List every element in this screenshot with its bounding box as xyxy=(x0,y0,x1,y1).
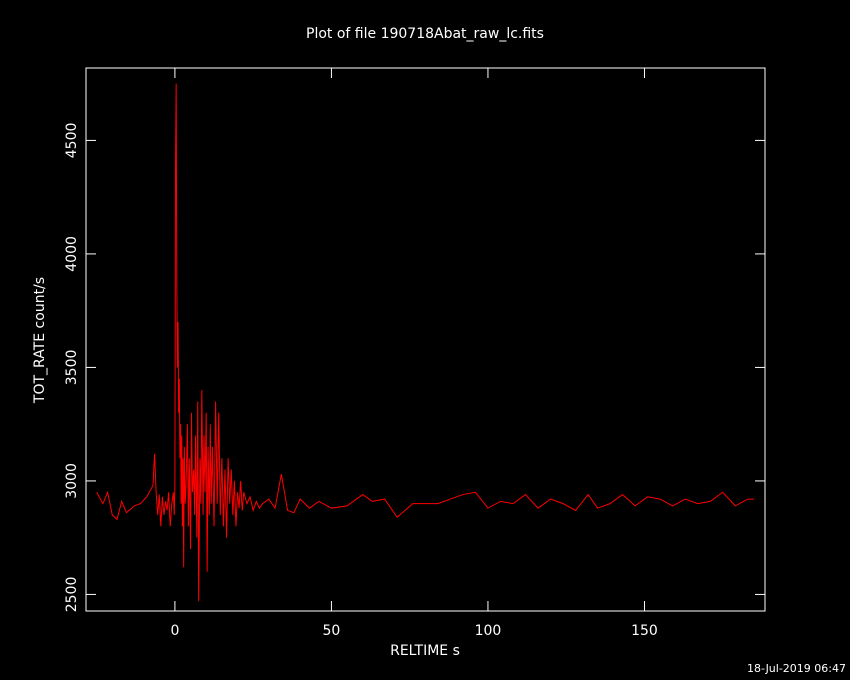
y-tick-label: 4000 xyxy=(64,236,80,272)
plot-frame xyxy=(85,67,766,612)
chart-title: Plot of file 190718Abat_raw_lc.fits xyxy=(306,26,544,42)
y-tick-label: 4500 xyxy=(64,123,80,159)
data-line xyxy=(96,83,755,602)
x-tick-label: 150 xyxy=(631,623,658,639)
timestamp: 18-Jul-2019 06:47 xyxy=(747,662,846,675)
x-tick-label: 50 xyxy=(323,623,341,639)
y-tick-label: 3500 xyxy=(64,350,80,386)
y-tick-label: 3000 xyxy=(64,463,80,499)
y-axis-label: TOT_RATE count/s xyxy=(32,277,48,404)
x-tick-label: 100 xyxy=(475,623,502,639)
x-tick-label: 0 xyxy=(170,623,179,639)
x-axis-label: RELTIME s xyxy=(390,643,460,659)
y-tick-label: 2500 xyxy=(64,577,80,613)
